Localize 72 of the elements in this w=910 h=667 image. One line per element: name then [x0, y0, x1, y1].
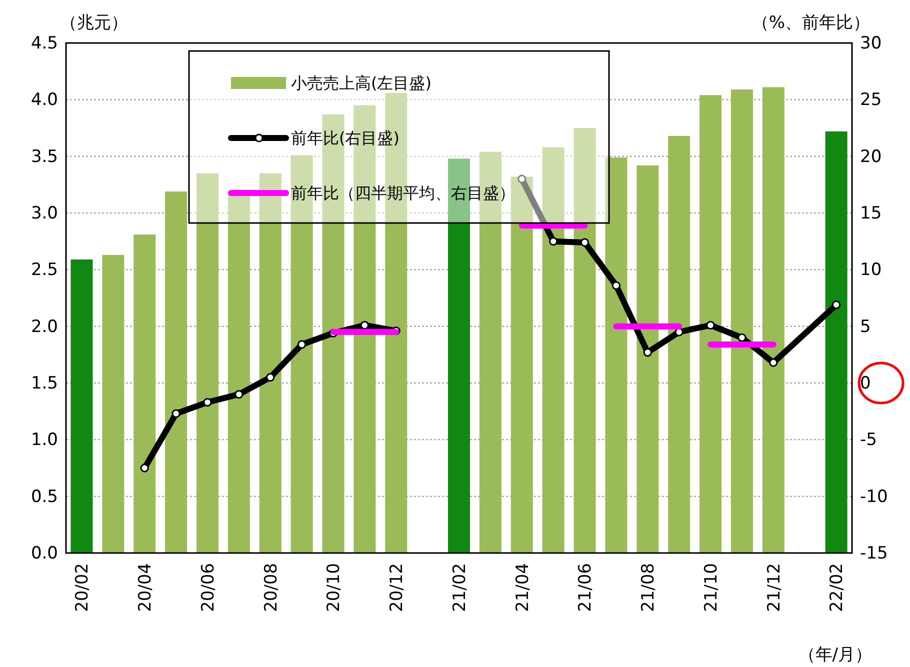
y2-tick-label: 5: [860, 316, 871, 337]
bar: [134, 234, 156, 553]
bar: [668, 136, 690, 553]
point: [297, 340, 306, 349]
bar: [165, 191, 188, 553]
point: [738, 333, 746, 342]
point: [612, 281, 621, 290]
bar: [825, 131, 848, 553]
y2-axis-title: （%、前年比）: [752, 13, 870, 33]
y2-tick-label: 10: [860, 260, 882, 280]
legend-label: 前年比(右目盛): [291, 128, 400, 148]
y2-tick-label: 20: [860, 146, 882, 167]
bar: [574, 128, 596, 553]
point: [832, 300, 841, 310]
x-tick-label: 21/12: [764, 563, 784, 612]
x-tick-label: 22/02: [827, 563, 848, 612]
y-tick-label: 3.0: [30, 203, 58, 224]
y2-tick-label: -15: [860, 543, 888, 564]
point: [172, 409, 180, 418]
y-tick-label: 0.5: [30, 486, 58, 507]
y2-tick-label: 30: [860, 33, 882, 54]
legend-label: 前年比（四半期平均、右目盛）: [291, 184, 515, 203]
x-axis-title: （年/月）: [798, 645, 872, 665]
y-tick-label: 3.5: [30, 146, 58, 167]
x-tick-label: 21/10: [701, 563, 722, 612]
y-tick-label: 2.5: [30, 260, 58, 280]
bar: [322, 114, 344, 553]
legend-label: 小売売上高(左目盛): [291, 74, 432, 93]
x-tick-label: 20/02: [72, 563, 93, 612]
bar: [510, 176, 533, 553]
bar: [730, 89, 753, 553]
x-tick-label: 20/12: [387, 563, 408, 612]
y2-tick-label: -10: [860, 486, 888, 507]
bar: [196, 173, 218, 553]
point: [266, 373, 275, 382]
x-tick-label: 21/02: [450, 563, 470, 612]
y-tick-label: 4.5: [30, 33, 58, 54]
x-tick-label: 20/04: [136, 563, 156, 612]
bar: [636, 165, 659, 553]
x-tick-label: 20/06: [198, 563, 218, 612]
bar: [102, 254, 124, 553]
y2-tick-label: 15: [860, 203, 882, 224]
y-tick-label: 1.0: [30, 430, 58, 450]
point: [140, 464, 149, 472]
bar: [700, 95, 722, 553]
x-tick-label: 20/08: [261, 563, 282, 612]
point: [360, 320, 369, 330]
x-tick-label: 20/10: [324, 563, 344, 612]
y-tick-label: 0.0: [30, 543, 58, 564]
y-tick-label: 4.0: [30, 90, 58, 110]
x-tick-label: 21/04: [512, 563, 533, 612]
bar: [479, 152, 502, 553]
point: [706, 320, 715, 330]
y-tick-label: 1.5: [30, 373, 58, 394]
bar: [228, 190, 250, 553]
y-tick-label: 2.0: [30, 316, 58, 337]
point: [518, 174, 526, 184]
bar: [542, 147, 564, 553]
x-tick-label: 21/06: [576, 563, 596, 612]
y2-tick-label: -5: [860, 430, 877, 450]
bar: [605, 157, 628, 553]
y-axis-title: （兆元）: [60, 13, 128, 33]
point: [234, 390, 244, 399]
y2-tick-label: 0: [860, 373, 871, 394]
point: [203, 398, 212, 407]
bar: [762, 87, 784, 553]
x-tick-label: 21/08: [638, 563, 659, 612]
bar: [448, 158, 470, 553]
point: [769, 358, 778, 367]
bar: [259, 173, 282, 553]
bar: [70, 259, 93, 553]
y2-tick-label: 25: [860, 90, 882, 110]
